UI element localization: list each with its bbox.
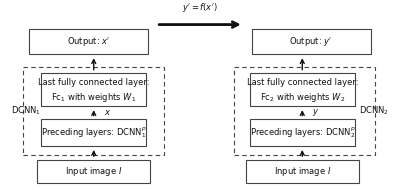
Text: Preceding layers: $\mathrm{DCNN}_1^p$: Preceding layers: $\mathrm{DCNN}_1^p$ bbox=[41, 125, 146, 140]
Text: $\mathrm{Fc}_2$ with weights $W_2$: $\mathrm{Fc}_2$ with weights $W_2$ bbox=[260, 91, 345, 104]
FancyBboxPatch shape bbox=[41, 74, 146, 106]
FancyBboxPatch shape bbox=[29, 29, 148, 55]
FancyBboxPatch shape bbox=[250, 74, 355, 106]
Text: $\mathrm{Fc}_1$ with weights $W_1$: $\mathrm{Fc}_1$ with weights $W_1$ bbox=[51, 91, 136, 104]
Text: Last fully connected layer:: Last fully connected layer: bbox=[246, 78, 358, 87]
Text: $x$: $x$ bbox=[104, 108, 111, 117]
Text: $\mathrm{DCNN}_2$: $\mathrm{DCNN}_2$ bbox=[359, 105, 389, 117]
FancyBboxPatch shape bbox=[252, 29, 371, 55]
Text: Output: $x'$: Output: $x'$ bbox=[67, 35, 110, 48]
Text: $\mathrm{DCNN}_1$: $\mathrm{DCNN}_1$ bbox=[11, 105, 41, 117]
Text: Input image $I$: Input image $I$ bbox=[65, 165, 122, 178]
Text: Input image $I$: Input image $I$ bbox=[274, 165, 331, 178]
FancyBboxPatch shape bbox=[250, 119, 355, 146]
FancyBboxPatch shape bbox=[41, 119, 146, 146]
Text: $y' = f(x')$: $y' = f(x')$ bbox=[182, 1, 218, 14]
Text: $y$: $y$ bbox=[312, 107, 320, 118]
Text: Output: $y'$: Output: $y'$ bbox=[290, 35, 333, 48]
Text: Preceding layers: $\mathrm{DCNN}_2^p$: Preceding layers: $\mathrm{DCNN}_2^p$ bbox=[250, 125, 355, 140]
FancyBboxPatch shape bbox=[37, 160, 150, 183]
FancyBboxPatch shape bbox=[246, 160, 359, 183]
Text: Last fully connected layer:: Last fully connected layer: bbox=[38, 78, 150, 87]
